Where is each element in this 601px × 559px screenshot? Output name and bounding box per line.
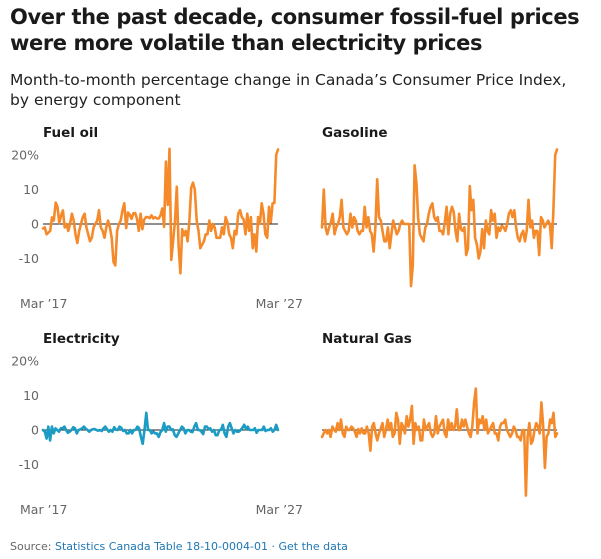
electricity-x-tick-label: Mar ’17 bbox=[20, 502, 67, 517]
electricity-y-tick-label: -10 bbox=[19, 457, 39, 472]
source-link[interactable]: Statistics Canada Table 18-10-0004-01 bbox=[55, 540, 268, 553]
electricity-panel-title: Electricity bbox=[43, 331, 120, 347]
source-note: Source: Statistics Canada Table 18-10-00… bbox=[10, 540, 348, 553]
fuel-oil-panel-title: Fuel oil bbox=[43, 125, 98, 141]
chart-subtitle: Month-to-month percentage change in Cana… bbox=[10, 71, 567, 109]
natural-gas-panel-title: Natural Gas bbox=[322, 331, 412, 347]
source-prefix: Source: bbox=[10, 540, 52, 553]
chart-title: Over the past decade, consumer fossil-fu… bbox=[10, 5, 580, 55]
electricity-x-tick-label: Mar ’27 bbox=[256, 502, 303, 517]
fuel-oil-y-tick-label: 10 bbox=[23, 182, 39, 197]
fuel-oil-y-tick-label: 0 bbox=[31, 217, 39, 232]
fuel-oil-y-tick-label: 20% bbox=[11, 148, 39, 163]
gasoline-panel-title: Gasoline bbox=[322, 125, 388, 141]
fuel-oil-x-tick-label: Mar ’27 bbox=[256, 296, 303, 311]
gasoline-series-line bbox=[320, 148, 559, 288]
fuel-oil-x-tick-label: Mar ’17 bbox=[20, 296, 67, 311]
fuel-oil-y-tick-label: -10 bbox=[19, 251, 39, 266]
source-separator: · bbox=[271, 540, 275, 553]
electricity-y-tick-label: 0 bbox=[31, 423, 39, 438]
electricity-series-line bbox=[41, 411, 280, 446]
electricity-y-tick-label: 20% bbox=[11, 354, 39, 369]
electricity-y-tick-label: 10 bbox=[23, 388, 39, 403]
get-data-link[interactable]: Get the data bbox=[278, 540, 348, 553]
natural-gas-series-line bbox=[320, 387, 559, 497]
fuel-oil-series-line bbox=[41, 147, 280, 275]
